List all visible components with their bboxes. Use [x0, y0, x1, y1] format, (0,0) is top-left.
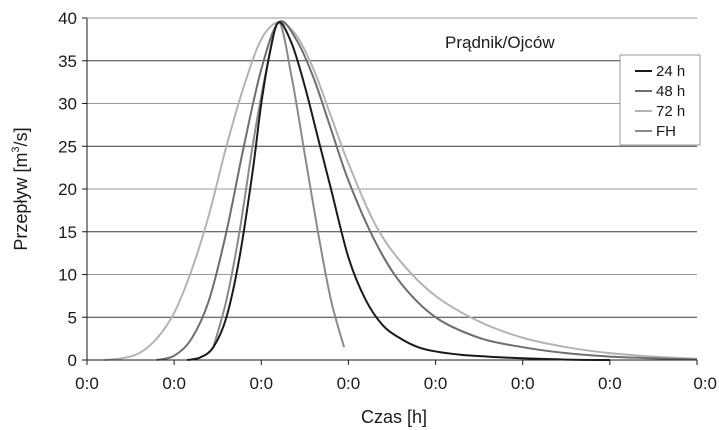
- legend: 24 h 48 h 72 h FH: [619, 54, 701, 146]
- legend-label: 24 h: [656, 63, 685, 80]
- legend-label: FH: [656, 123, 676, 140]
- x-tick-label: 0:0: [693, 374, 717, 393]
- y-axis-title-post: /s]: [11, 127, 31, 146]
- x-tick-label: 0:0: [249, 374, 273, 393]
- x-tick-label: 0:0: [598, 374, 622, 393]
- y-tick-label: 5: [68, 308, 77, 327]
- y-tick-label: 40: [58, 9, 77, 28]
- y-tick-label: 10: [58, 266, 77, 285]
- y-tick-label: 0: [68, 351, 77, 370]
- y-axis-title-sup: 3: [10, 146, 22, 152]
- x-axis-title: Czas [h]: [361, 407, 427, 427]
- x-tick-label: 0:0: [75, 374, 99, 393]
- grid-lines: [87, 17, 697, 318]
- y-axis-title: Przepływ [m3/s]: [10, 127, 31, 250]
- series-line-3: [212, 21, 346, 348]
- chart-title: Prądnik/Ojców: [445, 33, 555, 52]
- x-tick-label: 0:0: [162, 374, 186, 393]
- y-tick-label: 25: [58, 137, 77, 156]
- series-lines: [104, 20, 698, 361]
- series-line-0: [187, 21, 610, 361]
- x-tick-label: 0:0: [424, 374, 448, 393]
- legend-label: 72 h: [656, 103, 685, 120]
- y-tick-label: 30: [58, 95, 77, 114]
- series-line-2: [104, 21, 698, 361]
- x-tick-label: 0:0: [337, 374, 361, 393]
- y-axis-ticks: 0 5 10 15 20 25 30 35 40: [58, 9, 87, 370]
- series-line-1: [156, 20, 698, 361]
- x-axis-ticks: 0:0 0:0 0:0 0:0 0:0 0:0 0:0 0:0: [75, 360, 717, 393]
- legend-box: [619, 54, 701, 146]
- y-axis-title-pre: Przepływ [m: [11, 153, 31, 251]
- y-tick-label: 35: [58, 52, 77, 71]
- y-tick-label: 15: [58, 223, 77, 242]
- x-tick-label: 0:0: [511, 374, 535, 393]
- legend-label: 48 h: [656, 83, 685, 100]
- y-tick-label: 20: [58, 180, 77, 199]
